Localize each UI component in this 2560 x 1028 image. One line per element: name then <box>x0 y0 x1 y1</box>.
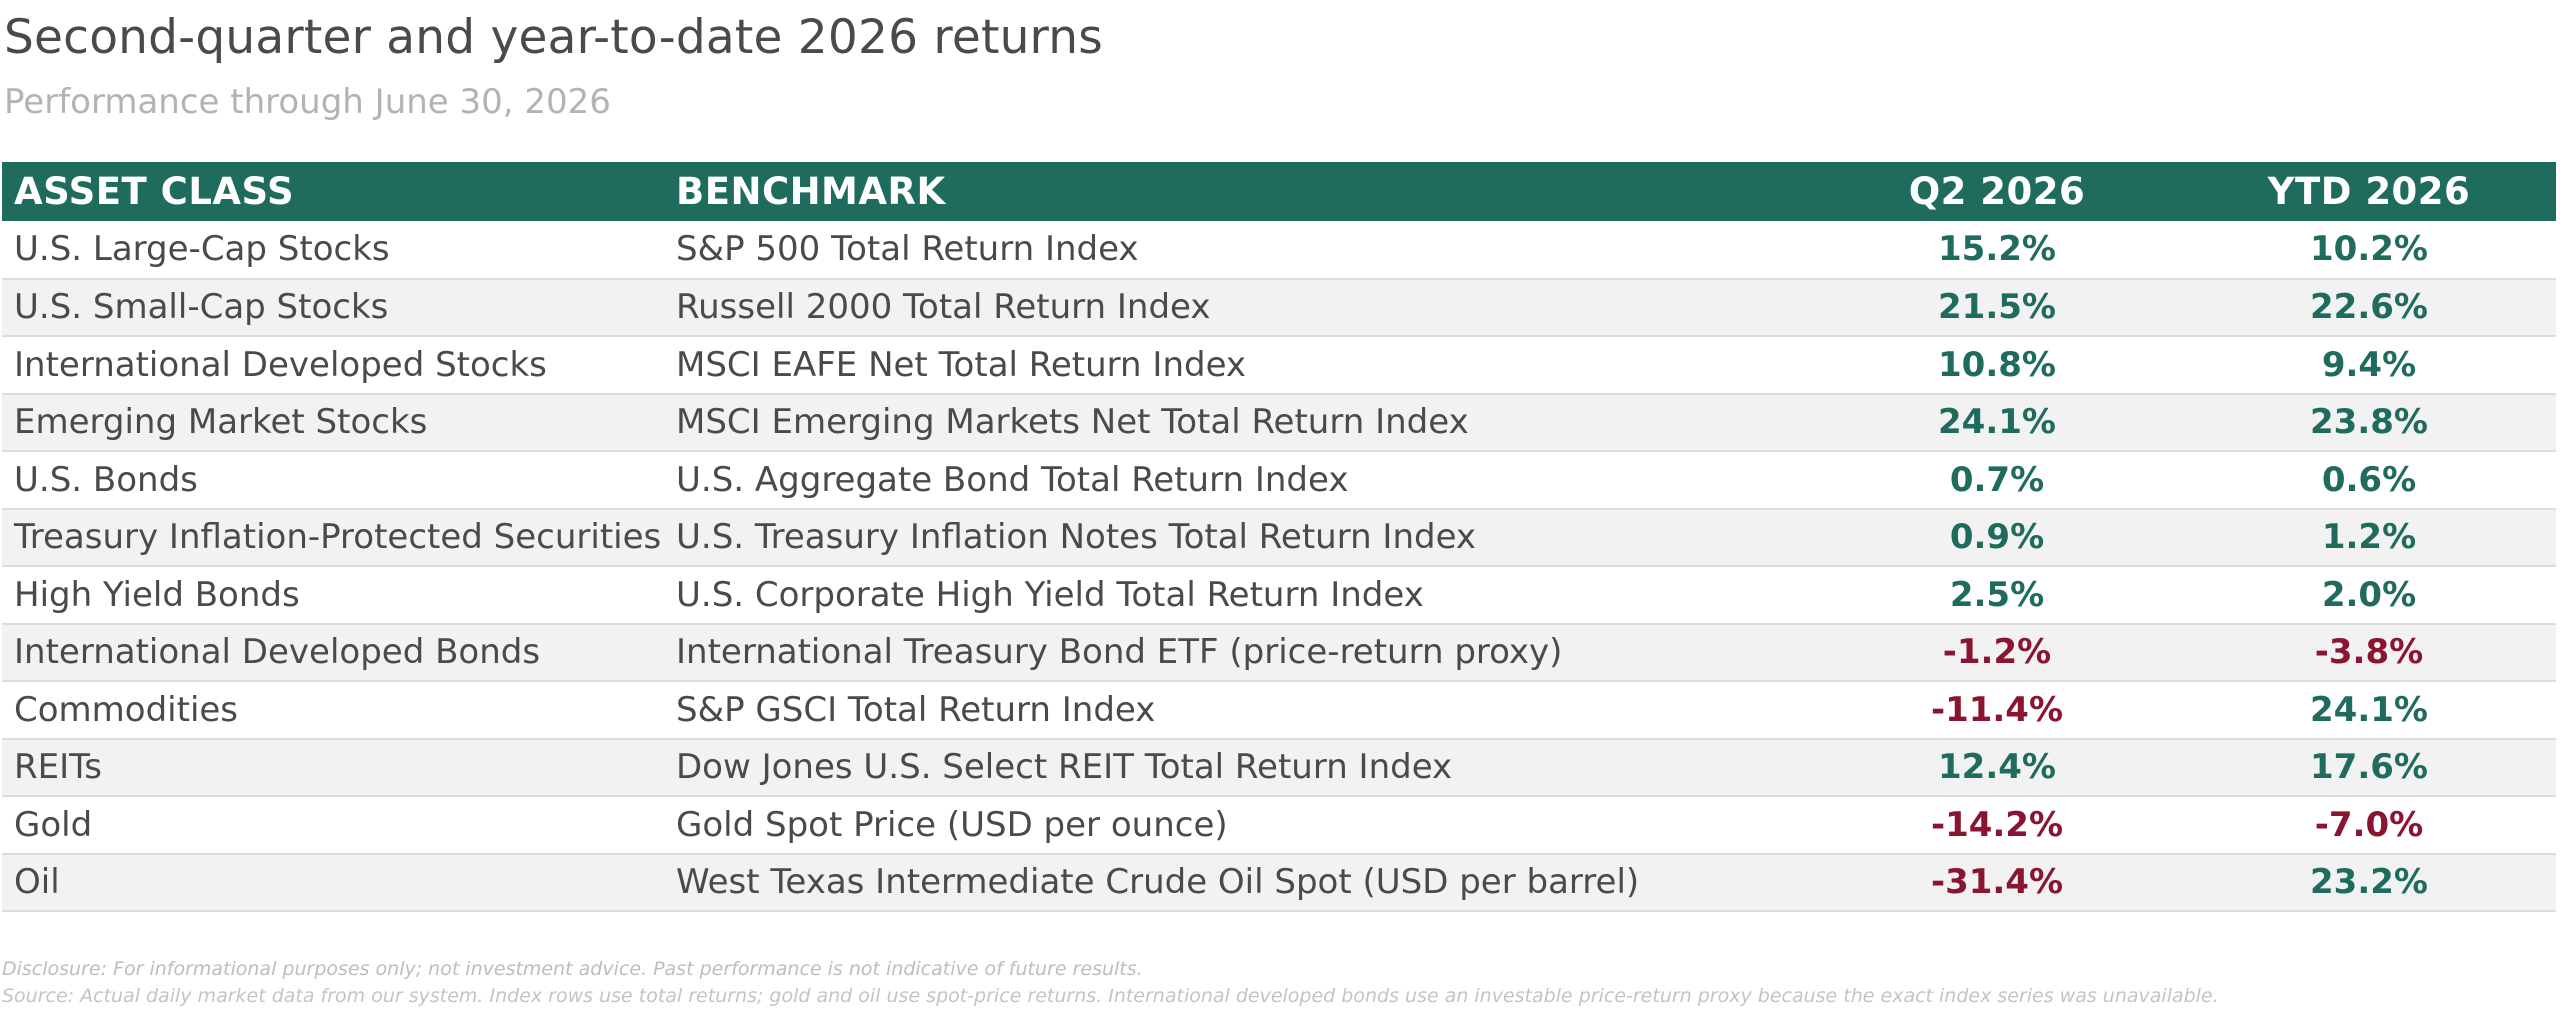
table-header-row: ASSET CLASS BENCHMARK Q2 2026 YTD 2026 <box>2 162 2556 221</box>
asset-class-cell: Emerging Market Stocks <box>14 402 428 443</box>
benchmark-cell: U.S. Corporate High Yield Total Return I… <box>676 574 1424 615</box>
header-asset-class: ASSET CLASS <box>14 170 295 213</box>
ytd-return-cell: 23.2% <box>2310 862 2428 903</box>
q2-return-cell: 0.9% <box>1949 517 2045 558</box>
q2-return-cell: -11.4% <box>1930 689 2064 730</box>
ytd-return-cell: -3.8% <box>2314 632 2424 673</box>
asset-class-cell: Commodities <box>14 689 239 730</box>
q2-return-cell: 24.1% <box>1938 402 2056 443</box>
table-row: High Yield Bonds U.S. Corporate High Yiel… <box>2 566 2556 624</box>
table-row: International Developed Bonds Internation… <box>2 623 2556 681</box>
table-row: U.S. Small-Cap Stocks Russell 2000 Total … <box>2 278 2556 336</box>
q2-return-cell: -31.4% <box>1930 862 2064 903</box>
benchmark-cell: Gold Spot Price (USD per ounce) <box>676 804 1228 845</box>
ytd-return-cell: 2.0% <box>2321 574 2417 615</box>
ytd-return-cell: -7.0% <box>2314 804 2424 845</box>
table-row: U.S. Large-Cap Stocks S&P 500 Total Retur… <box>2 221 2556 279</box>
asset-class-cell: Treasury Inflation-Protected Securities <box>14 517 662 558</box>
table-row: International Developed Stocks MSCI EAFE … <box>2 336 2556 394</box>
q2-return-cell: -1.2% <box>1942 632 2052 673</box>
table-body: U.S. Large-Cap Stocks S&P 500 Total Retur… <box>2 221 2556 911</box>
source-note: Source: Actual daily market data from ou… <box>2 985 2219 1007</box>
table-row: U.S. Bonds U.S. Aggregate Bond Total Retu… <box>2 451 2556 509</box>
q2-return-cell: 21.5% <box>1938 287 2056 328</box>
returns-table: ASSET CLASS BENCHMARK Q2 2026 YTD 2026 U… <box>2 162 2556 912</box>
asset-class-cell: International Developed Stocks <box>14 344 547 385</box>
benchmark-cell: MSCI Emerging Markets Net Total Return I… <box>676 402 1469 443</box>
benchmark-cell: Dow Jones U.S. Select REIT Total Return … <box>676 747 1453 788</box>
header-ytd: YTD 2026 <box>2267 170 2471 213</box>
asset-class-cell: International Developed Bonds <box>14 632 541 673</box>
disclosure-note: Disclosure: For informational purposes o… <box>2 958 1143 980</box>
q2-return-cell: -14.2% <box>1930 804 2064 845</box>
benchmark-cell: S&P 500 Total Return Index <box>676 229 1139 270</box>
page-title: Second-quarter and year-to-date 2026 ret… <box>4 10 1103 65</box>
table-row: Commodities S&P GSCI Total Return Index -1… <box>2 681 2556 739</box>
benchmark-cell: MSCI EAFE Net Total Return Index <box>676 344 1247 385</box>
ytd-return-cell: 10.2% <box>2310 229 2428 270</box>
table-row: Gold Gold Spot Price (USD per ounce) -14.2… <box>2 796 2556 854</box>
benchmark-cell: International Treasury Bond ETF (price-r… <box>676 632 1563 673</box>
q2-return-cell: 12.4% <box>1938 747 2056 788</box>
table-row: Treasury Inflation-Protected Securities U… <box>2 508 2556 566</box>
benchmark-cell: U.S. Treasury Inflation Notes Total Retu… <box>676 517 1477 558</box>
asset-class-cell: REITs <box>14 747 102 788</box>
table-row: Oil West Texas Intermediate Crude Oil Spo… <box>2 853 2556 911</box>
table-row: REITs Dow Jones U.S. Select REIT Total Re… <box>2 738 2556 796</box>
benchmark-cell: West Texas Intermediate Crude Oil Spot (… <box>676 862 1640 903</box>
asset-class-cell: U.S. Bonds <box>14 459 198 500</box>
ytd-return-cell: 24.1% <box>2310 689 2428 730</box>
ytd-return-cell: 23.8% <box>2310 402 2428 443</box>
q2-return-cell: 2.5% <box>1949 574 2045 615</box>
page-subtitle: Performance through June 30, 2026 <box>4 82 611 122</box>
q2-return-cell: 15.2% <box>1938 229 2056 270</box>
ytd-return-cell: 0.6% <box>2321 459 2417 500</box>
header-benchmark: BENCHMARK <box>676 170 946 213</box>
asset-class-cell: High Yield Bonds <box>14 574 300 615</box>
ytd-return-cell: 1.2% <box>2321 517 2417 558</box>
benchmark-cell: Russell 2000 Total Return Index <box>676 287 1211 328</box>
benchmark-cell: S&P GSCI Total Return Index <box>676 689 1156 730</box>
asset-class-cell: Gold <box>14 804 93 845</box>
asset-class-cell: U.S. Large-Cap Stocks <box>14 229 390 270</box>
ytd-return-cell: 9.4% <box>2321 344 2417 385</box>
q2-return-cell: 0.7% <box>1949 459 2045 500</box>
asset-class-cell: Oil <box>14 862 60 903</box>
q2-return-cell: 10.8% <box>1938 344 2056 385</box>
ytd-return-cell: 17.6% <box>2310 747 2428 788</box>
table-row: Emerging Market Stocks MSCI Emerging Mark… <box>2 393 2556 451</box>
ytd-return-cell: 22.6% <box>2310 287 2428 328</box>
benchmark-cell: U.S. Aggregate Bond Total Return Index <box>676 459 1349 500</box>
asset-class-cell: U.S. Small-Cap Stocks <box>14 287 389 328</box>
header-q2: Q2 2026 <box>1908 170 2086 213</box>
